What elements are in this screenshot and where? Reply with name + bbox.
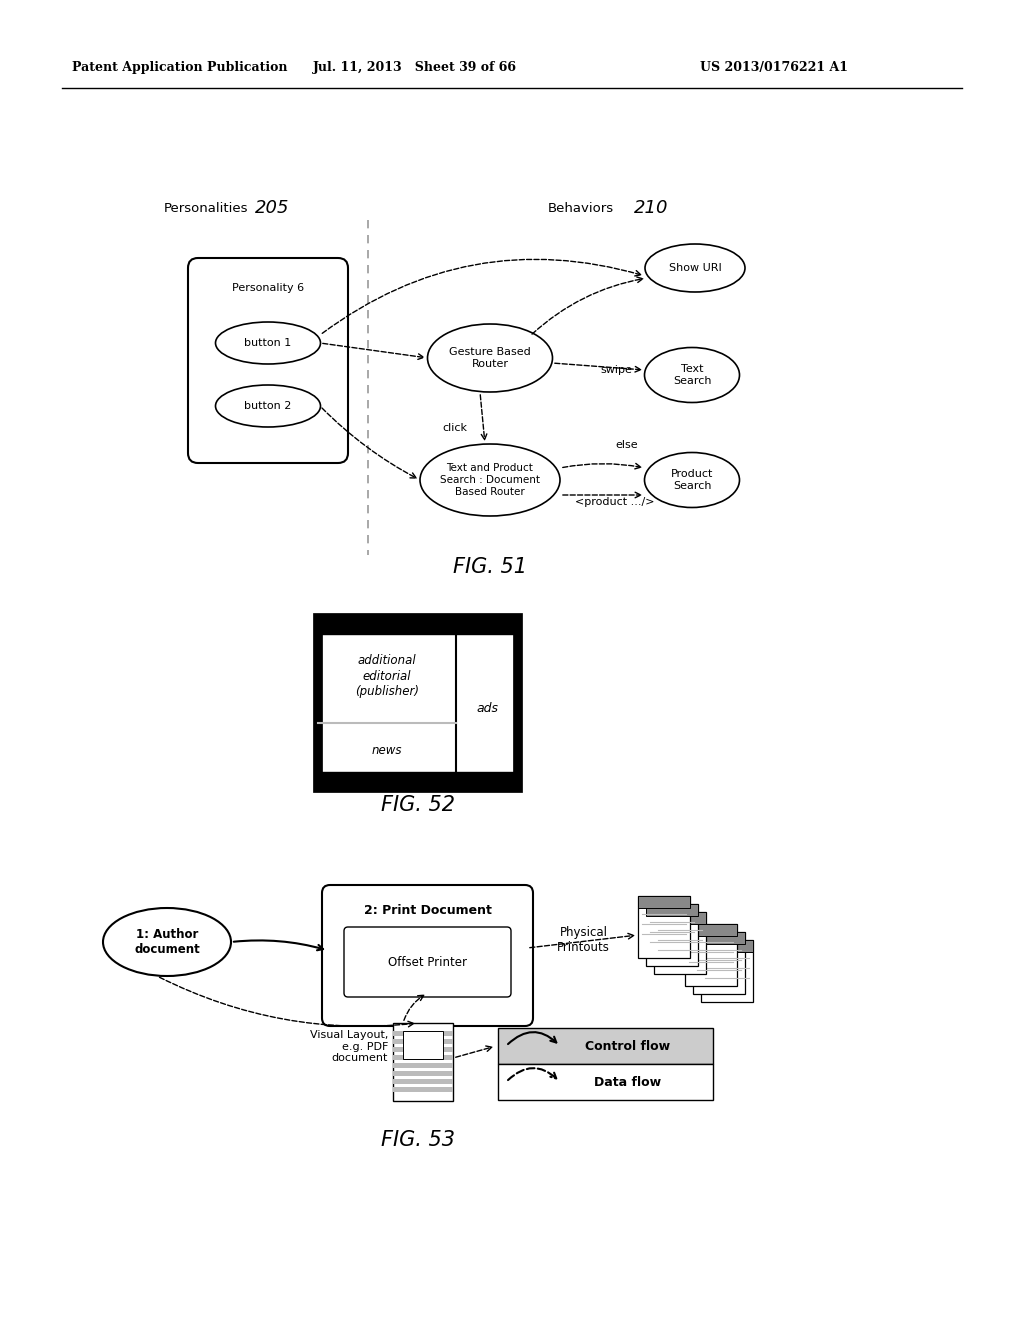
Bar	[498, 1028, 713, 1064]
Text: button 1: button 1	[245, 338, 292, 348]
FancyBboxPatch shape	[318, 618, 518, 788]
Ellipse shape	[644, 453, 739, 507]
Bar	[701, 940, 753, 952]
Text: Data flow: Data flow	[595, 1076, 662, 1089]
Ellipse shape	[215, 322, 321, 364]
Text: Visual Layout,
e.g. PDF
document: Visual Layout, e.g. PDF document	[309, 1030, 388, 1063]
Bar	[393, 1063, 453, 1068]
Ellipse shape	[103, 908, 231, 975]
Bar	[498, 1064, 713, 1100]
Text: Offset Printer: Offset Printer	[388, 956, 467, 969]
Text: Physical
Printouts: Physical Printouts	[557, 927, 610, 954]
Bar	[701, 940, 753, 1002]
Text: Patent Application Publication: Patent Application Publication	[72, 62, 288, 74]
Text: Text and Product
Search : Document
Based Router: Text and Product Search : Document Based…	[440, 463, 540, 496]
Text: Personality 6: Personality 6	[232, 282, 304, 293]
Text: else: else	[615, 440, 638, 450]
Text: Product
Search: Product Search	[671, 469, 713, 491]
Bar	[393, 1047, 453, 1052]
FancyBboxPatch shape	[188, 257, 348, 463]
Bar	[646, 904, 698, 966]
Text: FIG. 53: FIG. 53	[381, 1130, 455, 1150]
Text: Show URI: Show URI	[669, 263, 721, 273]
Text: Behaviors: Behaviors	[548, 202, 614, 214]
Bar	[638, 896, 690, 908]
FancyBboxPatch shape	[344, 927, 511, 997]
Text: click: click	[442, 422, 467, 433]
Text: 210: 210	[634, 199, 669, 216]
Bar	[693, 932, 745, 944]
Text: ads: ads	[476, 701, 498, 714]
Bar	[393, 1078, 453, 1084]
Text: 205: 205	[255, 199, 290, 216]
Text: Personalities: Personalities	[164, 202, 248, 214]
Ellipse shape	[645, 244, 745, 292]
Bar	[393, 1071, 453, 1076]
Ellipse shape	[427, 323, 553, 392]
Bar	[693, 932, 745, 994]
Ellipse shape	[215, 385, 321, 426]
Bar	[654, 912, 706, 924]
Bar	[393, 1086, 453, 1092]
Text: Text
Search: Text Search	[673, 364, 712, 385]
Text: FIG. 52: FIG. 52	[381, 795, 455, 814]
Text: button 2: button 2	[245, 401, 292, 411]
Bar	[654, 912, 706, 974]
Ellipse shape	[420, 444, 560, 516]
Text: FIG. 51: FIG. 51	[453, 557, 527, 577]
Bar	[318, 772, 518, 788]
Bar	[318, 618, 518, 634]
Text: additional
editorial
(publisher): additional editorial (publisher)	[355, 655, 419, 697]
Text: US 2013/0176221 A1: US 2013/0176221 A1	[700, 62, 848, 74]
Bar	[393, 1055, 453, 1060]
Bar	[393, 1031, 453, 1036]
Text: 2: Print Document: 2: Print Document	[364, 904, 492, 917]
Text: Jul. 11, 2013   Sheet 39 of 66: Jul. 11, 2013 Sheet 39 of 66	[313, 62, 517, 74]
Bar	[393, 1023, 453, 1101]
Text: <product .../>: <product .../>	[575, 498, 654, 507]
Bar	[646, 904, 698, 916]
Text: swipe: swipe	[600, 366, 632, 375]
Text: news: news	[372, 743, 402, 756]
Bar	[685, 924, 737, 986]
Text: Gesture Based
Router: Gesture Based Router	[450, 347, 530, 368]
Bar	[685, 924, 737, 936]
FancyBboxPatch shape	[322, 884, 534, 1026]
Ellipse shape	[644, 347, 739, 403]
Text: Control flow: Control flow	[586, 1040, 671, 1052]
Text: 1: Author
document: 1: Author document	[134, 928, 200, 956]
Bar	[403, 1031, 443, 1059]
Bar	[393, 1039, 453, 1044]
Bar	[638, 896, 690, 958]
